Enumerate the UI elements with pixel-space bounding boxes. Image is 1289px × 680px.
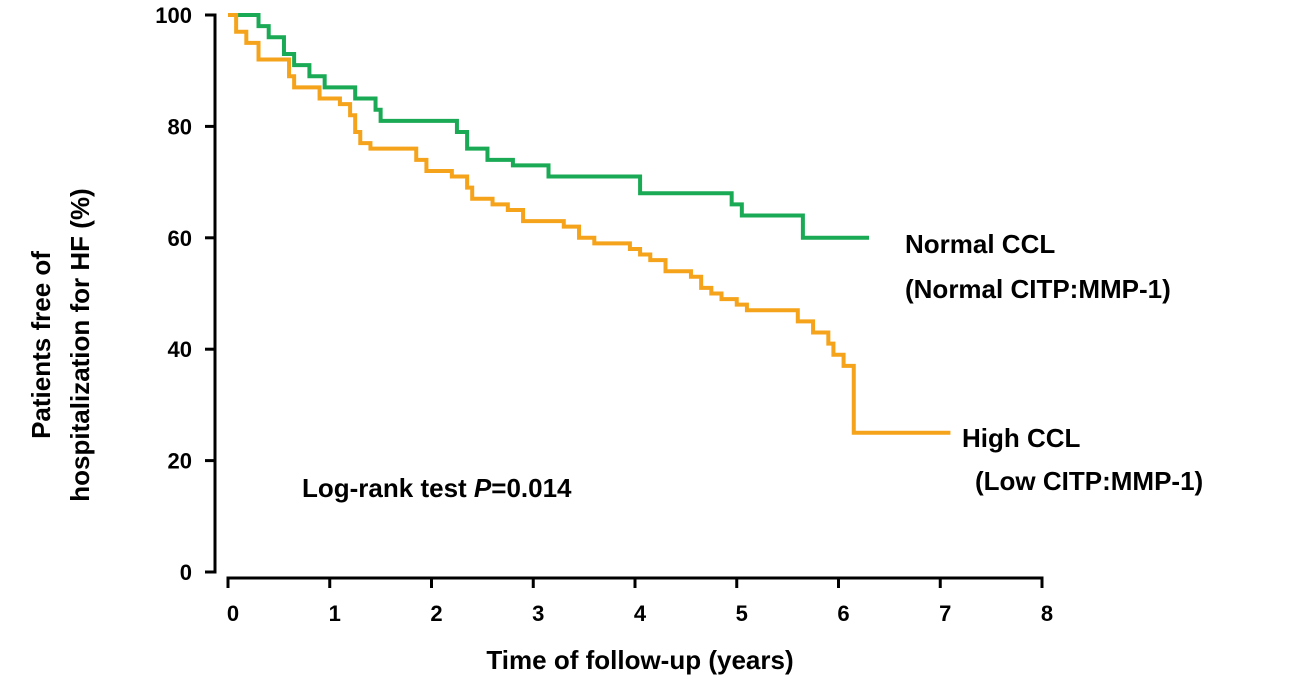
x-tick-label: 3 (532, 601, 544, 626)
x-axis-title: Time of follow-up (years) (486, 645, 793, 675)
annotation-p: P (474, 473, 492, 503)
normal-ccl-label-line-2: (Normal CITP:MMP-1) (905, 274, 1171, 304)
y-ticks: 0 20 40 60 80 100 (155, 3, 215, 585)
y-tick-label: 20 (168, 449, 192, 474)
y-tick-label: 40 (168, 337, 192, 362)
high-ccl-curve (228, 13, 951, 435)
x-tick-label: 1 (329, 601, 341, 626)
normal-ccl-curve (228, 13, 870, 240)
annotation-suffix: =0.014 (491, 473, 572, 503)
y-axis-title-line-1: Patients free of (26, 251, 56, 439)
x-tick-label: 4 (634, 601, 647, 626)
x-tick-label: 5 (736, 601, 748, 626)
y-tick-label: 0 (180, 560, 192, 585)
high-ccl-label-line-2: (Low CITP:MMP-1) (975, 466, 1203, 496)
y-axis-title: Patients free of hospitalization for HF … (26, 188, 95, 501)
x-ticks: 0 1 2 3 4 5 6 7 8 (226, 578, 1053, 626)
x-tick-label: 6 (837, 601, 849, 626)
series-group (228, 13, 951, 435)
annotation-prefix: Log-rank test (302, 473, 474, 503)
high-ccl-label-line-1: High CCL (962, 423, 1081, 453)
normal-ccl-label-line-1: Normal CCL (905, 229, 1055, 259)
series-labels: Normal CCL (Normal CITP:MMP-1) High CCL (Lo… (905, 229, 1203, 496)
x-tick-label: 7 (939, 601, 951, 626)
y-tick-label: 60 (168, 226, 192, 251)
y-tick-label: 80 (168, 114, 192, 139)
log-rank-annotation: Log-rank test P=0.014 (302, 473, 572, 503)
y-tick-label: 100 (155, 3, 192, 28)
y-axis-title-line-2: hospitalization for HF (%) (65, 188, 95, 501)
x-tick-label: 2 (430, 601, 442, 626)
x-tick-label: 8 (1041, 601, 1053, 626)
x-tick-label: 0 (227, 601, 239, 626)
